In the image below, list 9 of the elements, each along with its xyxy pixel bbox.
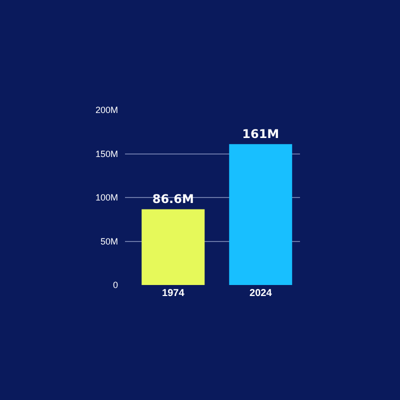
y-tick-label: 100M bbox=[95, 192, 118, 203]
data-label: 161M bbox=[242, 127, 280, 142]
x-tick-label: 1974 bbox=[162, 288, 185, 299]
y-tick-label: 50M bbox=[100, 236, 118, 246]
y-tick-label: 0 bbox=[112, 280, 118, 290]
data-label: 86.6M bbox=[152, 192, 194, 206]
y-tick-label: 150M bbox=[95, 148, 118, 159]
y-tick-label: 200M bbox=[95, 105, 118, 116]
x-tick-label: 2024 bbox=[250, 288, 272, 299]
